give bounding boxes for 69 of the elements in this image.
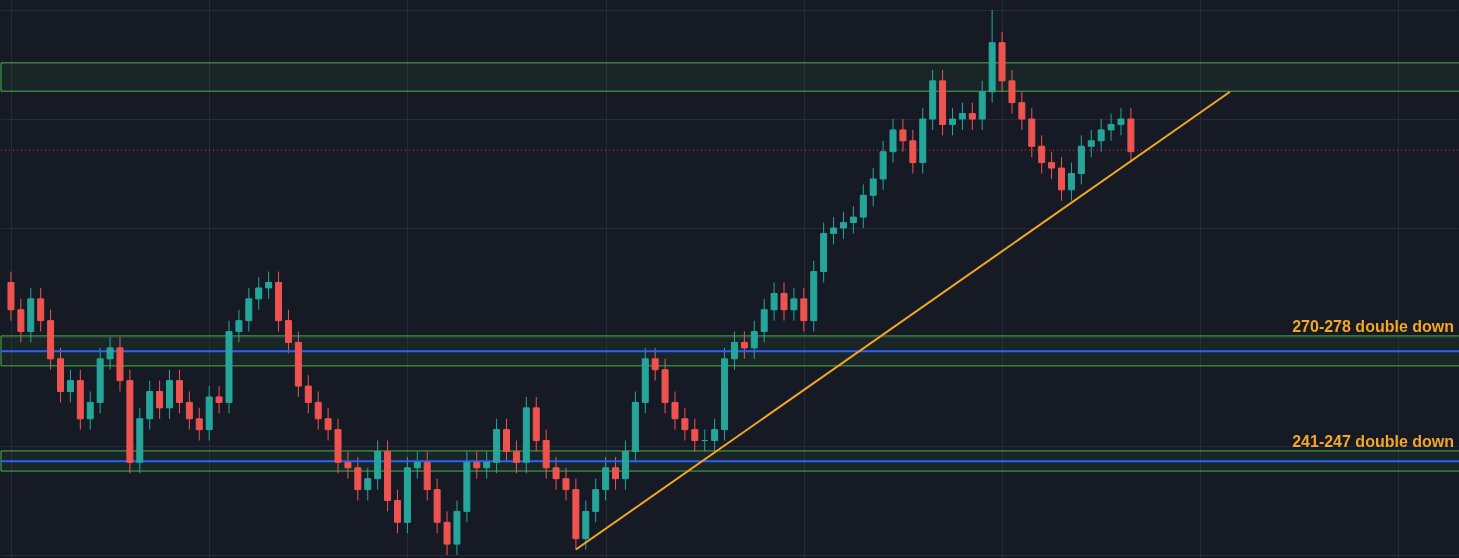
candlestick <box>592 478 600 523</box>
candlestick <box>790 287 798 322</box>
candlestick <box>780 282 788 322</box>
candlestick <box>393 489 401 534</box>
candlestick <box>483 450 491 480</box>
candlestick <box>800 287 808 333</box>
candlestick <box>185 391 193 431</box>
candlestick <box>17 298 25 343</box>
candlestick <box>1087 129 1095 158</box>
candlestick <box>711 418 719 452</box>
candlestick <box>671 391 679 431</box>
candlestick <box>265 271 273 300</box>
candlestick <box>106 336 114 371</box>
candlestick <box>869 167 877 207</box>
candlestick <box>37 287 45 333</box>
candlestick <box>968 102 976 131</box>
candlestick <box>1117 107 1125 136</box>
candlestick <box>284 309 292 354</box>
candlestick <box>86 391 94 431</box>
candlestick <box>750 320 758 360</box>
candlestick <box>344 450 352 480</box>
candlestick <box>552 456 560 491</box>
candlestick <box>849 205 857 234</box>
candlestick <box>1018 91 1026 131</box>
candlestick <box>473 450 481 480</box>
candlestick <box>304 374 312 414</box>
candlestick <box>364 467 372 501</box>
candlestick <box>839 211 847 240</box>
candlestick <box>1058 156 1066 202</box>
candlestick <box>770 282 778 322</box>
candlestick <box>760 298 768 343</box>
candlestick <box>859 183 867 229</box>
candlestick <box>245 287 253 333</box>
candlestick <box>443 510 451 556</box>
band-label: 270-278 double down <box>1292 317 1454 335</box>
candlestick <box>1038 134 1046 174</box>
candlestick <box>195 407 203 442</box>
candlestick <box>235 309 243 343</box>
candlestick <box>413 450 421 480</box>
candlestick <box>889 118 897 164</box>
candlestick <box>681 407 689 442</box>
candlestick <box>949 107 956 136</box>
candlestick <box>354 456 362 501</box>
candlestick <box>958 102 966 131</box>
candlestick <box>175 369 183 414</box>
candlestick <box>503 418 510 463</box>
candlestick <box>612 456 620 491</box>
candlestick <box>740 331 748 360</box>
candlestick <box>66 369 74 403</box>
candlestick <box>651 347 659 382</box>
candlestick <box>156 380 164 420</box>
band-label: 241-247 double down <box>1292 432 1454 450</box>
candlestick <box>512 440 520 474</box>
candlestick <box>1067 162 1075 202</box>
candlestick <box>830 216 838 245</box>
candlestick <box>899 118 907 153</box>
candlestick <box>255 276 263 311</box>
candlestick <box>562 467 570 501</box>
candlestick <box>324 407 332 442</box>
candlestick <box>215 385 223 414</box>
candlestick <box>602 456 610 501</box>
candlestick <box>314 391 322 431</box>
candlestick <box>691 418 699 452</box>
candlestick <box>730 331 738 371</box>
candlestick <box>1097 118 1105 153</box>
candlestick <box>1107 113 1115 142</box>
candlestick <box>909 129 917 174</box>
candlestick <box>1008 69 1016 115</box>
candlestick <box>1048 151 1056 180</box>
